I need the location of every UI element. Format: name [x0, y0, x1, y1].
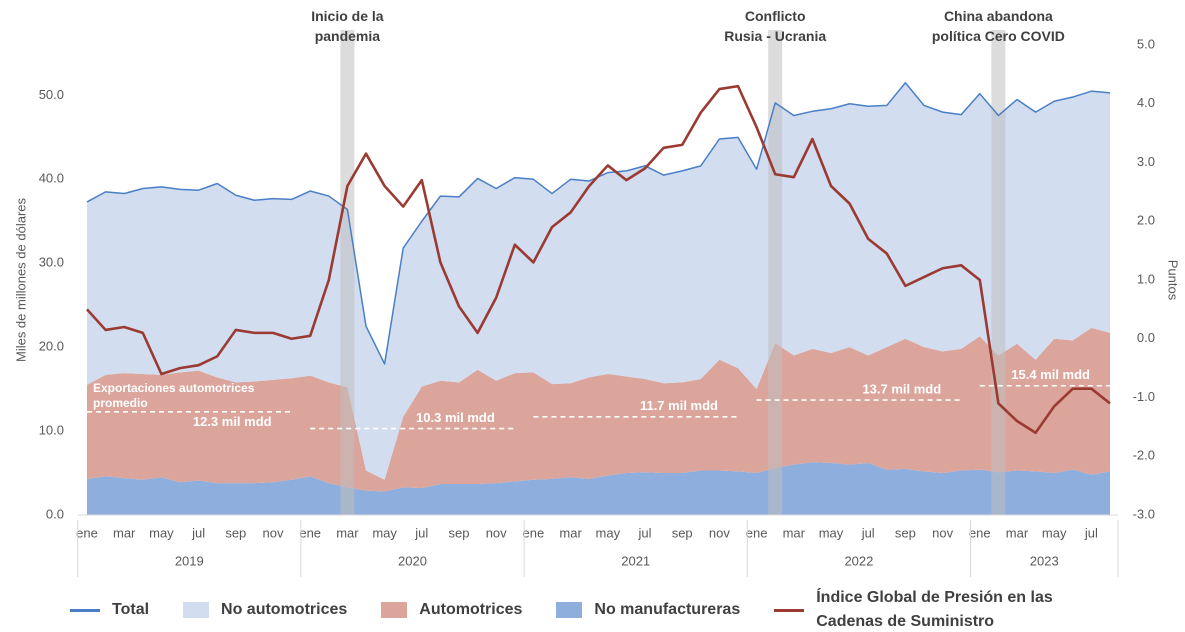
annotation: Conflicto Rusia - Ucrania: [695, 6, 855, 46]
x-tick-label: ene: [523, 525, 545, 540]
legend-label: No manufactureras: [594, 601, 741, 618]
x-tick-label: jul: [1084, 525, 1098, 540]
event-band: [768, 30, 783, 515]
x-tick-label: ene: [76, 525, 98, 540]
average-label: 15.4 mil mdd: [1011, 367, 1090, 382]
event-band: [991, 30, 1006, 515]
x-tick-label: nov: [709, 525, 730, 540]
x-tick-label: jul: [637, 525, 651, 540]
x-tick-label: may: [596, 525, 621, 540]
y-tick-label: 20.0: [39, 339, 64, 354]
x-tick-label: sep: [225, 525, 246, 540]
x-tick-label: ene: [746, 525, 768, 540]
event-band: [340, 30, 355, 515]
x-tick-label: may: [1042, 525, 1067, 540]
y-tick-label: 40.0: [39, 171, 64, 186]
legend-swatch: [774, 608, 805, 612]
legend-swatch: [556, 602, 583, 618]
x-tick-label: may: [149, 525, 174, 540]
x-tick-label: nov: [932, 525, 953, 540]
y2-tick-label: 5.0: [1137, 36, 1155, 51]
y2-tick-label: 0.0: [1137, 330, 1155, 345]
average-caption: Exportaciones automotrices promedio: [93, 381, 255, 410]
y-tick-label: 50.0: [39, 87, 64, 102]
legend-label: Índice Global de Presión en las Cadenas …: [816, 589, 1053, 630]
x-tick-label: sep: [895, 525, 916, 540]
x-tick-label: mar: [336, 525, 359, 540]
y2-tick-label: -1.0: [1133, 389, 1155, 404]
x-tick-label: nov: [263, 525, 284, 540]
legend-swatch: [70, 608, 100, 612]
legend-item: No automotrices: [183, 601, 347, 619]
x-tick-label: nov: [486, 525, 507, 540]
legend-swatch: [183, 602, 210, 618]
y-tick-label: 0.0: [46, 506, 64, 521]
x-tick-label: may: [819, 525, 844, 540]
legend-label: No automotrices: [221, 601, 348, 618]
legend-item: Total: [70, 601, 149, 619]
annotation: China abandona política Cero COVID: [918, 6, 1078, 46]
legend-swatch: [381, 602, 408, 618]
x-tick-label: ene: [969, 525, 991, 540]
x-tick-label: sep: [449, 525, 470, 540]
areas: [87, 82, 1110, 515]
y2-tick-label: 4.0: [1137, 95, 1155, 110]
average-label: 12.3 mil mdd: [193, 414, 272, 429]
legend-item: Automotrices: [381, 601, 522, 619]
x-tick-label: may: [372, 525, 397, 540]
annotation-line: política Cero COVID: [931, 28, 1065, 44]
y2-tick-label: 2.0: [1137, 213, 1155, 228]
average-label: 11.7 mil mdd: [640, 398, 718, 413]
year-label: 2019: [175, 553, 204, 568]
annotation-line: Conflicto: [744, 8, 806, 24]
y2-axis-title: Puntos: [1166, 260, 1181, 301]
index-line: [86, 84, 1111, 435]
annotation-line: pandemia: [314, 28, 381, 44]
average-label: 10.3 mil mdd: [416, 410, 495, 425]
y2-tick-label: 1.0: [1137, 271, 1155, 286]
y-tick-label: 10.0: [39, 423, 64, 438]
year-label: 2021: [621, 553, 650, 568]
y2-tick-label: 3.0: [1137, 154, 1155, 169]
x-tick-label: mar: [113, 525, 136, 540]
average-label: 13.7 mil mdd: [862, 381, 941, 396]
legend-label: Automotrices: [419, 601, 523, 618]
y-axis-title: Miles de millones de dólares: [13, 197, 28, 362]
y2-tick-label: -2.0: [1133, 448, 1155, 463]
x-tick-label: mar: [783, 525, 806, 540]
x-tick-label: jul: [191, 525, 205, 540]
x-tick-label: jul: [861, 525, 875, 540]
legend-label: Total: [112, 601, 150, 618]
annotation-line: Rusia - Ucrania: [724, 28, 827, 44]
year-label: 2022: [844, 553, 873, 568]
annotation-line: Inicio de la: [311, 8, 384, 24]
legend-item: No manufactureras: [556, 601, 740, 619]
x-tick-label: mar: [1006, 525, 1029, 540]
y-tick-label: 30.0: [39, 255, 64, 270]
y2-tick-label: -3.0: [1133, 506, 1155, 521]
legend-item: Índice Global de Presión en las Cadenas …: [774, 586, 1056, 632]
annotation: Inicio de la pandemia: [267, 6, 427, 46]
x-tick-label: ene: [299, 525, 321, 540]
legend: Total No automotrices Automotrices No manuf…: [70, 586, 1170, 632]
year-label: 2020: [398, 553, 427, 568]
x-tick-label: sep: [672, 525, 693, 540]
x-tick-label: jul: [414, 525, 428, 540]
x-tick-label: mar: [559, 525, 582, 540]
year-label: 2023: [1030, 553, 1059, 568]
annotation-line: China abandona: [943, 8, 1053, 24]
